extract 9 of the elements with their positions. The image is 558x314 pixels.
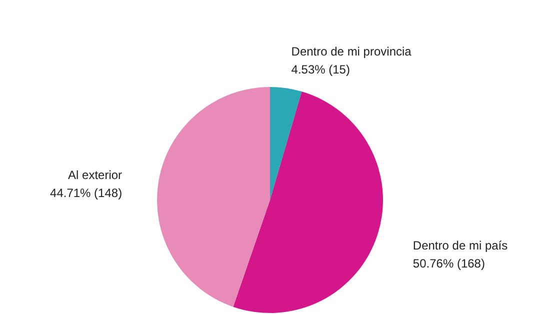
pie-slice	[157, 87, 270, 307]
data-label: 50.76% (168)	[412, 256, 485, 271]
slice-label: Al exterior	[68, 168, 122, 182]
pie-slice	[270, 87, 302, 200]
pie-slice	[233, 92, 384, 313]
data-label: 44.71% (148)	[50, 186, 122, 200]
slice-label: Dentro de mi provincia	[291, 44, 412, 59]
slice-label: Dentro de mi país	[412, 238, 508, 253]
data-label: 4.53% (15)	[291, 62, 350, 77]
